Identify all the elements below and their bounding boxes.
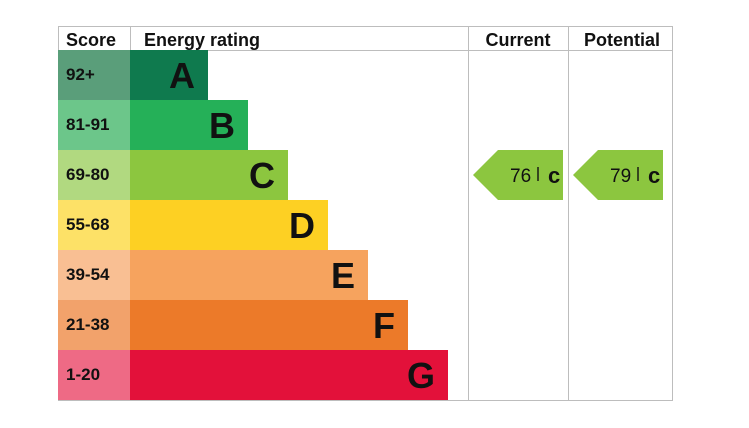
score-label-b: 81-91 — [66, 115, 109, 134]
band-letter-d: D — [289, 205, 315, 246]
header-score: Score — [66, 30, 116, 50]
band-bar-b — [130, 100, 248, 150]
rating-pointers: 76 c 79 c — [473, 150, 663, 200]
score-label-g: 1-20 — [66, 365, 100, 384]
header-current: Current — [485, 30, 550, 50]
band-letter-e: E — [331, 255, 355, 296]
potential-value: 79 — [610, 166, 631, 187]
header-energy-rating: Energy rating — [144, 30, 260, 50]
band-letter-b: B — [209, 105, 235, 146]
band-bar-e — [130, 250, 368, 300]
band-bar-c — [130, 150, 288, 200]
band-letter-a: A — [169, 55, 195, 96]
band-letter-c: C — [249, 155, 275, 196]
band-bar-g — [130, 350, 448, 400]
score-label-f: 21-38 — [66, 315, 109, 334]
score-cell-a — [58, 50, 130, 100]
score-cell-c — [58, 150, 130, 200]
score-cell-e — [58, 250, 130, 300]
score-cell-f — [58, 300, 130, 350]
potential-pointer — [573, 150, 663, 200]
header-potential: Potential — [584, 30, 660, 50]
current-value: 76 — [510, 166, 531, 187]
score-cell-b — [58, 100, 130, 150]
score-cell-g — [58, 350, 130, 400]
band-bar-f — [130, 300, 408, 350]
current-letter: c — [548, 163, 560, 188]
score-label-e: 39-54 — [66, 265, 110, 284]
potential-letter: c — [648, 163, 660, 188]
band-bar-d — [130, 200, 328, 250]
current-pointer — [473, 150, 563, 200]
band-letter-g: G — [407, 355, 435, 396]
score-cell-d — [58, 200, 130, 250]
rating-bands: 92+ A 81-91 B 69-80 C 55-68 D 39-54 E 21-38 F 1-20 G — [58, 50, 448, 400]
score-label-d: 55-68 — [66, 215, 109, 234]
band-letter-f: F — [373, 305, 395, 346]
band-bar-a — [130, 50, 208, 100]
score-label-c: 69-80 — [66, 165, 109, 184]
score-label-a: 92+ — [66, 65, 95, 84]
